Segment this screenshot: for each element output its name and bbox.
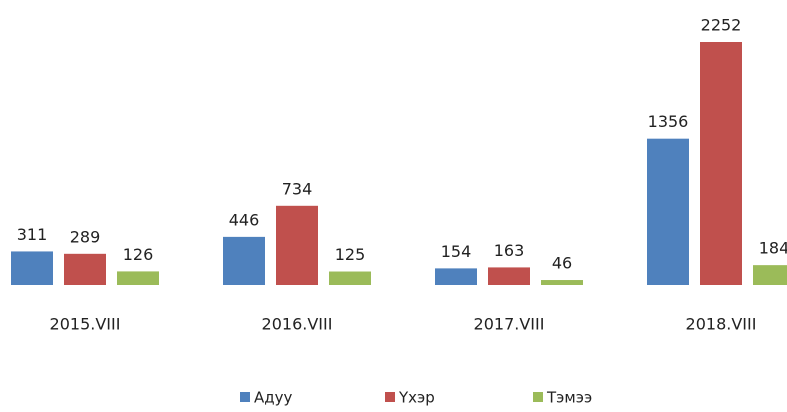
legend-label: Үхэр	[398, 389, 435, 407]
data-label: 163	[494, 241, 525, 260]
data-label: 446	[229, 210, 260, 229]
legend-label: Тэмээ	[546, 389, 592, 407]
data-label: 734	[282, 179, 313, 198]
data-label: 46	[552, 254, 572, 273]
data-label: 1356	[648, 112, 689, 131]
x-tick-label: 2015.VIII	[50, 315, 121, 334]
bar	[488, 267, 530, 285]
bar	[753, 265, 787, 285]
x-tick-label: 2017.VIII	[474, 315, 545, 334]
bar	[117, 271, 159, 285]
legend-swatch	[240, 392, 250, 402]
bar	[647, 138, 689, 285]
bar	[11, 251, 53, 285]
legend-swatch	[385, 392, 395, 402]
x-tick-label: 2018.VIII	[686, 315, 757, 334]
bar	[276, 205, 318, 285]
bar	[329, 271, 371, 285]
legend-swatch	[533, 392, 543, 402]
bar	[541, 280, 583, 285]
data-label: 289	[70, 227, 101, 246]
x-tick-label: 2016.VIII	[262, 315, 333, 334]
bar	[223, 236, 265, 285]
bar	[435, 268, 477, 285]
data-label: 2252	[701, 16, 742, 35]
data-label: 125	[335, 245, 366, 264]
bar	[700, 42, 742, 285]
data-label: 126	[123, 245, 154, 264]
bar	[64, 253, 106, 285]
legend-label: Адуу	[254, 389, 293, 407]
data-label: 184	[759, 239, 787, 258]
data-label: 154	[441, 242, 472, 261]
data-label: 311	[17, 225, 48, 244]
